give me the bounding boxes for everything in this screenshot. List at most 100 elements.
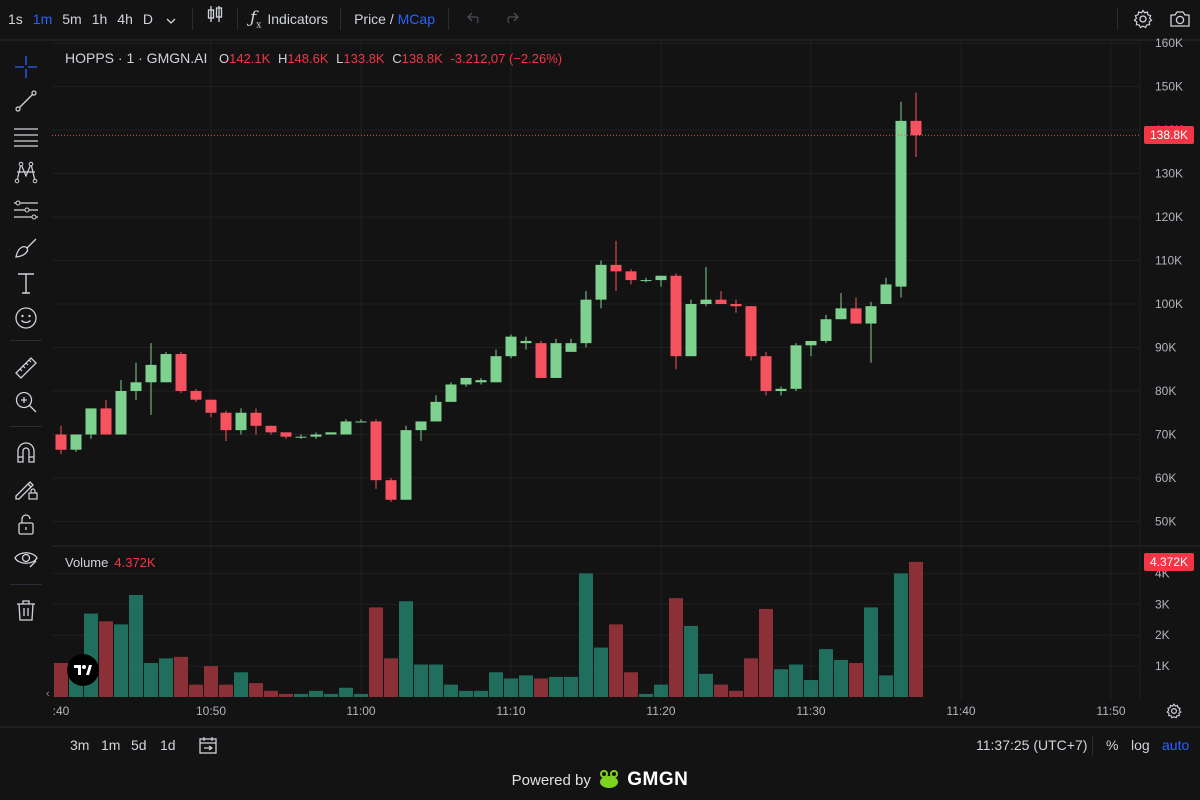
settings-icon[interactable] — [1126, 9, 1160, 29]
candle — [385, 478, 397, 502]
powered-text: Powered by — [511, 771, 591, 789]
candle-body — [145, 364, 157, 383]
volume-bar — [759, 608, 773, 697]
candle-body — [715, 299, 727, 304]
toolbar-divider — [10, 584, 42, 585]
volume-bar — [714, 684, 728, 697]
redo-icon[interactable] — [493, 0, 529, 38]
candle-body — [670, 275, 682, 357]
timeframe-1h[interactable]: 1h — [91, 11, 108, 27]
price-mcap-toggle[interactable]: Price / MCap — [349, 11, 440, 27]
range-1d[interactable]: 1d — [160, 737, 176, 753]
trash-icon[interactable] — [12, 596, 40, 624]
volume-bar — [489, 672, 503, 697]
fib-lines-icon[interactable] — [12, 123, 40, 151]
volume-bar — [264, 690, 278, 697]
candle — [400, 425, 412, 500]
volume-bar — [384, 658, 398, 697]
ruler-lines-icon[interactable] — [12, 196, 40, 224]
measure-icon[interactable] — [12, 354, 40, 382]
candle — [625, 269, 637, 285]
volume-bar — [684, 625, 698, 697]
toolbar-right — [1109, 0, 1200, 38]
grid-lines — [52, 40, 1140, 700]
candle — [640, 277, 652, 283]
crosshair-icon[interactable] — [12, 53, 40, 81]
high-value: 148.6K — [287, 51, 329, 66]
candle — [250, 408, 262, 435]
candle-body — [220, 412, 232, 431]
candle — [475, 377, 487, 385]
price-tick-label: 50K — [1155, 515, 1176, 529]
timeframe-1s[interactable]: 1s — [8, 11, 23, 27]
price-axis: 50K60K70K80K90K100K110K120K130K140K150K1… — [1155, 36, 1183, 529]
date-range-icon[interactable] — [198, 735, 218, 758]
timeframe-4h[interactable]: 4h — [117, 11, 133, 27]
zoom-icon[interactable] — [12, 388, 40, 416]
brush-icon[interactable] — [12, 233, 40, 261]
chevron-down-icon[interactable] — [158, 0, 184, 38]
open-value: 142.1K — [229, 51, 271, 66]
change-value: -3.212,07 (−2.26%) — [450, 51, 563, 66]
volume-value: 4.372K — [114, 555, 156, 570]
volume-bar — [669, 598, 683, 697]
range-3m[interactable]: 3m — [70, 737, 90, 753]
candle-body — [175, 354, 187, 391]
candle — [535, 340, 547, 378]
volume-bar — [114, 624, 128, 697]
candle-body — [55, 434, 67, 450]
emoji-icon[interactable] — [12, 304, 40, 332]
tradingview-logo[interactable] — [67, 654, 99, 686]
timeframe-d[interactable]: D — [142, 11, 153, 27]
price-tick-label: 150K — [1155, 80, 1183, 94]
toolbar-divider — [236, 8, 238, 30]
lock-icon[interactable] — [12, 510, 40, 538]
candle — [415, 421, 427, 442]
scroll-left-icon[interactable]: ‹ — [46, 688, 50, 700]
auto-toggle[interactable]: auto — [1162, 737, 1190, 753]
chart-settings-icon[interactable] — [1166, 703, 1182, 724]
candle-body — [100, 408, 112, 435]
candles-icon[interactable] — [201, 0, 229, 38]
indicators-button[interactable]: ƒx Indicators — [246, 8, 332, 30]
range-5d[interactable]: 5d — [131, 737, 147, 753]
price-tick-label: 120K — [1155, 210, 1183, 224]
pattern-icon[interactable] — [12, 158, 40, 186]
candle — [595, 260, 607, 309]
timeframe-5m[interactable]: 5m — [62, 11, 82, 27]
time-tick-label: 11:50 — [1096, 704, 1125, 718]
volume-bar — [729, 690, 743, 697]
price-tick-label: 130K — [1155, 167, 1183, 181]
eye-icon[interactable] — [12, 544, 40, 572]
text-icon[interactable] — [12, 269, 40, 297]
magnet-icon[interactable] — [12, 438, 40, 466]
clock-readout[interactable]: 11:37:25 (UTC+7) — [976, 737, 1088, 753]
lock-drawing-icon[interactable] — [12, 474, 40, 502]
range-1m[interactable]: 1m — [101, 737, 121, 753]
camera-icon[interactable] — [1160, 10, 1200, 28]
volume-bar — [564, 676, 578, 697]
volume-bar — [174, 656, 188, 697]
undo-icon[interactable] — [457, 0, 493, 38]
candle — [715, 290, 727, 304]
volume-bar — [594, 647, 608, 697]
volume-bar — [894, 573, 908, 697]
bottom-divider — [1092, 736, 1093, 756]
toolbar-divider — [448, 8, 449, 30]
candle — [490, 349, 502, 383]
low-key: L — [336, 51, 344, 66]
percent-toggle[interactable]: % — [1106, 737, 1119, 753]
symbol-title[interactable]: HOPPS · 1 · GMGN.AI — [65, 50, 208, 66]
candle-body — [640, 280, 652, 282]
volume-bar — [324, 693, 338, 697]
candle-body — [430, 401, 442, 422]
candlesticks — [55, 92, 922, 502]
toolbar-divider — [10, 340, 42, 341]
volume-bar — [519, 675, 533, 697]
log-toggle[interactable]: log — [1131, 737, 1150, 753]
trend-line-icon[interactable] — [12, 87, 40, 115]
candle — [85, 408, 97, 439]
timeframe-1m[interactable]: 1m — [32, 11, 53, 27]
volume-bar — [834, 659, 848, 697]
